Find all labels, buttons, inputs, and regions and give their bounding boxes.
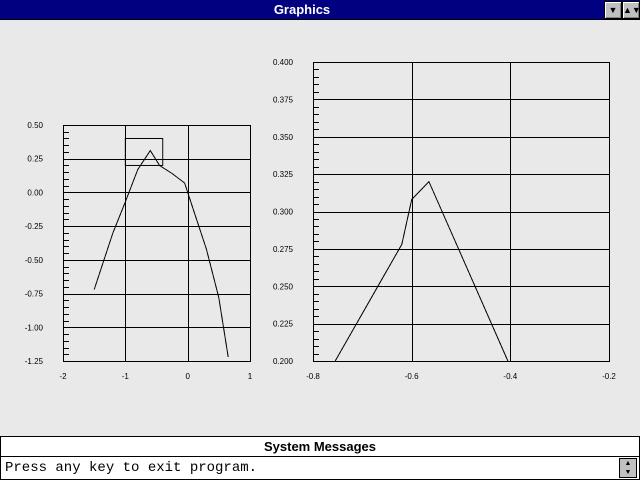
maximize-button[interactable]: ▲▼ [622,1,640,19]
chart2-ytick-label: 0.275 [273,245,294,254]
chart1-ytick-label: 0.50 [27,121,43,130]
system-messages-panel: System Messages Press any key to exit pr… [0,436,640,480]
chart2-xtick-label: -0.4 [503,372,517,381]
message-scroll-button[interactable]: ▲ ▼ [619,458,637,478]
chart1-ytick-label: -1.00 [25,323,44,332]
chart2-frame [313,62,610,362]
chart1-ytick-label: -0.75 [25,290,44,299]
system-messages-title: System Messages [1,437,639,457]
window-title-bar[interactable]: Graphics ▼ ▲▼ [0,0,640,20]
chart2-xtick-label: -0.6 [405,372,419,381]
chart1-ytick-label: -0.25 [25,222,44,231]
chart1-ytick-label: -1.25 [25,357,44,366]
chart2-ytick-label: 0.200 [273,357,294,366]
chart1-frame [63,125,251,362]
chart1-ytick-label: -0.50 [25,256,44,265]
system-message-text: Press any key to exit program. [5,460,258,476]
up-down-arrows-icon: ▲▼ [623,5,640,15]
chart2-ytick-label: 0.225 [273,320,294,329]
chart1-xtick-label: 1 [248,372,253,381]
minimize-button[interactable]: ▼ [604,1,622,19]
chart2-xtick-label: -0.8 [306,372,320,381]
chart2-ytick-label: 0.350 [273,133,294,142]
window-title: Graphics [273,2,331,17]
chart2-ytick-label: 0.300 [273,208,294,217]
chart1-xtick-label: 0 [185,372,190,381]
chart1-ytick-label: 0.00 [27,188,43,197]
chart1-ytick-label: 0.25 [27,155,43,164]
triangle-down-icon: ▼ [608,5,618,15]
chart2-series-line [334,180,509,362]
chart2-ytick-label: 0.250 [273,282,294,291]
chart2-ytick-label: 0.375 [273,95,294,104]
chart1-xtick-label: -1 [122,372,130,381]
chart1-zoom-box [124,137,164,166]
chart2-ytick-label: 0.325 [273,170,294,179]
up-down-arrows-icon: ▲▼ [624,460,632,476]
graphics-canvas: 0.50 0.25 0.00 -0.25 -0.50 -0.75 -1.00 -1.25 -2 -… [25,58,617,381]
chart1-series-line [93,149,229,358]
chart2-xtick-label: -0.2 [602,372,616,381]
chart1-xtick-label: -2 [59,372,67,381]
chart2-ytick-label: 0.400 [273,58,294,67]
